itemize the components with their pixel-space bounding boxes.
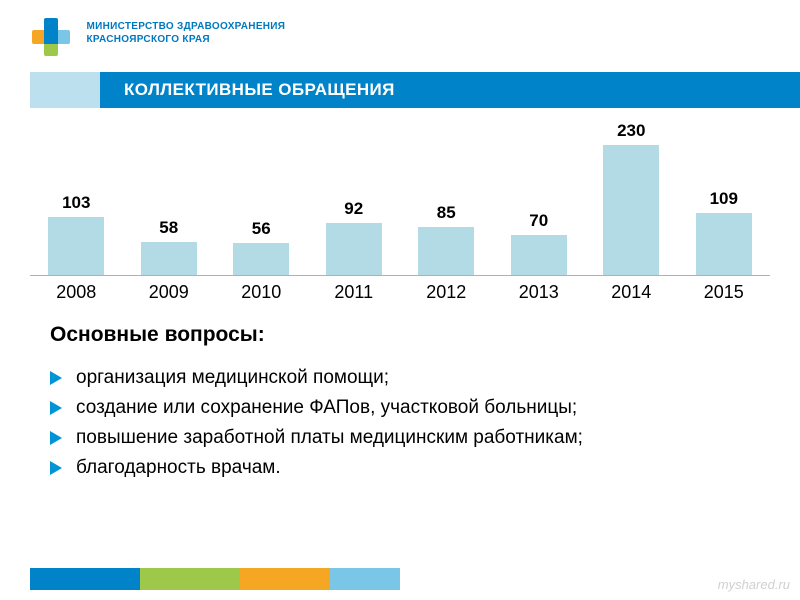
title-accent <box>30 72 100 108</box>
bar <box>233 243 289 275</box>
footer-lblue <box>330 568 400 590</box>
chart-column: 103 <box>30 193 123 275</box>
footer-stripes <box>0 568 800 590</box>
xaxis-label: 2013 <box>493 282 586 303</box>
xaxis-label: 2009 <box>123 282 216 303</box>
chart-column: 70 <box>493 211 586 275</box>
bar <box>418 227 474 275</box>
chart-area: 103 58 56 92 85 70 230 109 20082009201020112012… <box>0 108 800 303</box>
ministry-logo-icon <box>30 16 72 63</box>
header: МИНИСТЕРСТВО ЗДРАВООХРАНЕНИЯ КРАСНОЯРСКО… <box>0 0 800 72</box>
org-line2: КРАСНОЯРСКОГО КРАЯ <box>86 34 209 45</box>
footer-orange <box>240 568 330 590</box>
bar-chart: 103 58 56 92 85 70 230 109 <box>30 120 770 276</box>
chart-xaxis: 20082009201020112012201320142015 <box>30 276 770 303</box>
org-name: МИНИСТЕРСТВО ЗДРАВООХРАНЕНИЯ КРАСНОЯРСКО… <box>86 16 285 46</box>
title-bar: КОЛЛЕКТИВНЫЕ ОБРАЩЕНИЯ <box>0 72 800 108</box>
chart-column: 92 <box>308 199 401 275</box>
bar <box>696 213 752 275</box>
org-line1: МИНИСТЕРСТВО ЗДРАВООХРАНЕНИЯ <box>86 21 285 32</box>
bar <box>48 217 104 275</box>
page-title: КОЛЛЕКТИВНЫЕ ОБРАЩЕНИЯ <box>100 72 800 108</box>
list-item: создание или сохранение ФАПов, участково… <box>50 393 750 423</box>
section-heading: Основные вопросы: <box>50 323 750 347</box>
footer-blue <box>30 568 140 590</box>
footer-green <box>140 568 240 590</box>
bar-value-label: 85 <box>437 203 456 223</box>
bar-value-label: 58 <box>159 218 178 238</box>
bar <box>603 145 659 275</box>
xaxis-label: 2011 <box>308 282 401 303</box>
xaxis-label: 2014 <box>585 282 678 303</box>
bar-value-label: 103 <box>62 193 90 213</box>
bar-value-label: 56 <box>252 219 271 239</box>
bar <box>141 242 197 275</box>
chart-column: 58 <box>123 218 216 275</box>
bar-value-label: 230 <box>617 121 645 141</box>
xaxis-label: 2012 <box>400 282 493 303</box>
xaxis-label: 2010 <box>215 282 308 303</box>
chart-column: 56 <box>215 219 308 275</box>
bar-value-label: 70 <box>529 211 548 231</box>
list-item: благодарность врачам. <box>50 453 750 483</box>
bar <box>511 235 567 275</box>
bar-value-label: 92 <box>344 199 363 219</box>
chart-column: 230 <box>585 121 678 275</box>
bullet-list: организация медицинской помощи;создание … <box>50 363 750 483</box>
list-item: повышение заработной платы медицинским р… <box>50 423 750 453</box>
xaxis-label: 2008 <box>30 282 123 303</box>
list-item: организация медицинской помощи; <box>50 363 750 393</box>
chart-column: 85 <box>400 203 493 275</box>
bar <box>326 223 382 275</box>
watermark: myshared.ru <box>718 577 790 592</box>
bar-value-label: 109 <box>710 189 738 209</box>
xaxis-label: 2015 <box>678 282 771 303</box>
chart-column: 109 <box>678 189 771 275</box>
content: Основные вопросы: организация медицинско… <box>0 303 800 483</box>
